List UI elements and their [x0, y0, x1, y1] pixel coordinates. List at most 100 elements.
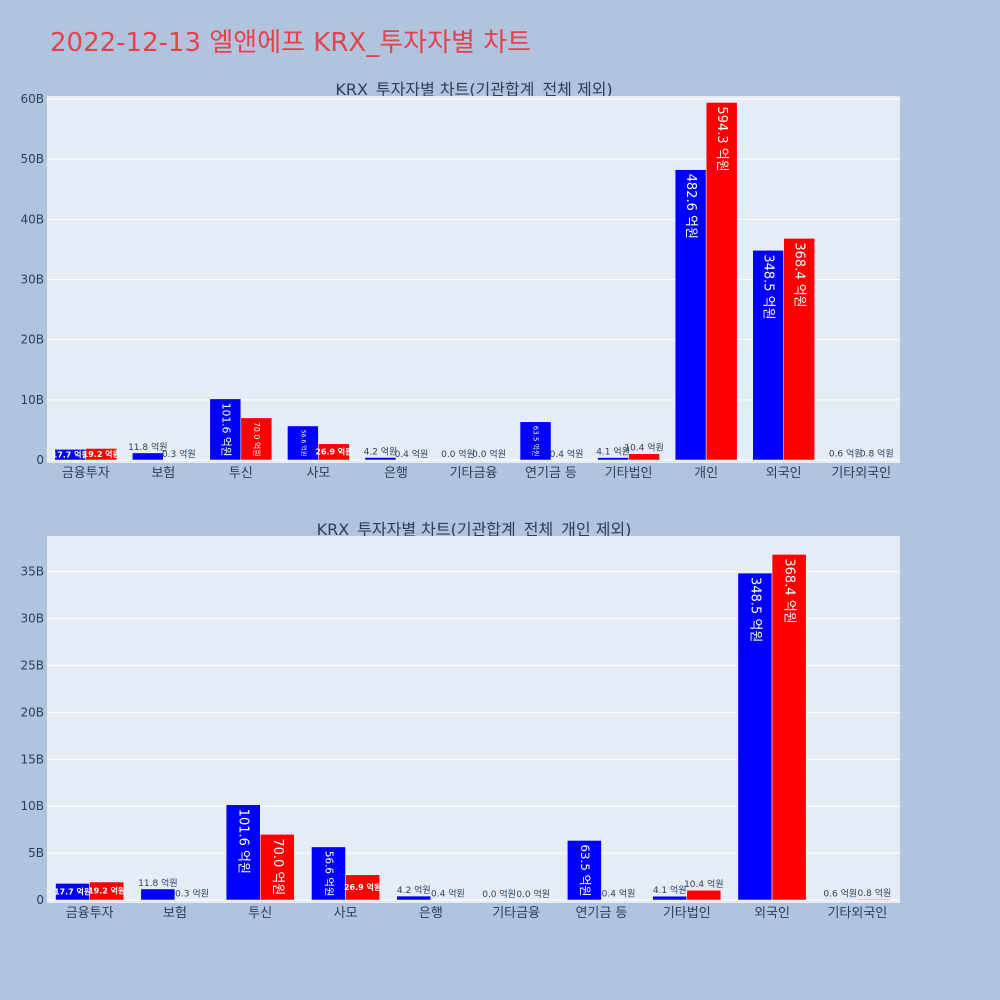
y-tick-label: 0 [36, 893, 44, 907]
data-label: 368.4 억원 [792, 242, 807, 307]
y-tick-label: 10B [20, 393, 44, 407]
y-tick-label: 40B [20, 212, 44, 226]
x-tick-label: 사모 [334, 906, 358, 921]
data-label: 0.4 억원 [431, 888, 465, 900]
bar [705, 102, 738, 461]
y-tick-label: 0 [36, 453, 44, 467]
data-label: 63.5 억원 [532, 426, 541, 457]
x-tick-label: 금융투자 [62, 466, 110, 481]
data-label: 17.7 억원 [52, 449, 89, 459]
x-tick-label: 보험 [151, 466, 175, 481]
x-tick-label: 기타외국인 [827, 906, 887, 921]
data-label: 0.0 억원 [441, 448, 475, 460]
y-tick-label: 20B [20, 333, 44, 347]
y-tick-label: 5B [28, 846, 44, 860]
y-tick-label: 35B [20, 565, 44, 579]
data-label: 0.3 억원 [162, 448, 196, 460]
data-label: 19.2 억원 [83, 449, 120, 459]
data-label: 19.2 억원 [88, 886, 125, 896]
data-label: 17.7 억원 [54, 886, 91, 896]
bar [752, 250, 784, 461]
page-title: 2022-12-13 엘앤에프 KRX_투자자별 차트 [50, 28, 532, 58]
data-label: 0.6 억원 [829, 448, 863, 460]
data-label: 0.8 억원 [858, 887, 892, 899]
bar [209, 398, 242, 461]
y-tick-label: 25B [20, 658, 44, 672]
data-label: 10.4 억원 [624, 442, 663, 454]
x-tick-label: 기타금융 [450, 466, 498, 481]
data-label: 10.4 억원 [684, 878, 723, 890]
x-tick-label: 기타외국인 [831, 466, 891, 481]
data-label: 0.0 억원 [516, 888, 550, 900]
data-label: 70.0 억원 [252, 422, 262, 457]
data-label: 482.6 억원 [683, 174, 698, 239]
x-tick-label: 외국인 [766, 466, 802, 481]
bar [771, 554, 807, 901]
data-label: 4.2 억원 [397, 884, 431, 896]
x-tick-label: 투신 [229, 466, 253, 481]
bar [311, 846, 346, 901]
data-label: 56.6 억원 [322, 851, 334, 897]
x-tick-label: 기타법인 [663, 906, 711, 921]
x-tick-label: 개인 [694, 466, 718, 481]
bar [318, 443, 350, 461]
chart-panel-2: KRX_투자자별 차트(기관합계_전체_개인 제외) 0 5B 10B 15B 20B 2… [20, 520, 900, 921]
data-label: 368.4 억원 [782, 558, 797, 623]
data-label: 4.2 억원 [364, 445, 398, 457]
data-label: 0.4 억원 [395, 448, 429, 460]
x-tick-label: 외국인 [754, 906, 790, 921]
bar [597, 457, 629, 461]
data-label: 26.9 억원 [344, 882, 381, 892]
bar [396, 895, 432, 901]
x-tick-label: 연기금 등 [575, 906, 627, 921]
x-tick-label: 은행 [419, 905, 443, 921]
data-label: 0.0 억원 [482, 888, 516, 900]
y-tick-label: 20B [20, 705, 44, 719]
data-label: 0.3 억원 [175, 888, 209, 900]
bar [674, 169, 707, 461]
bar [260, 834, 295, 901]
data-label: 0.4 억원 [550, 448, 584, 460]
data-label: 0.0 억원 [472, 448, 506, 460]
bar [240, 417, 273, 461]
x-tick-label: 기타법인 [605, 466, 653, 481]
y-tick-label: 15B [20, 752, 44, 766]
data-label: 101.6 억원 [236, 809, 251, 874]
bar [686, 889, 722, 901]
chart-2-title: KRX_투자자별 차트(기관합계_전체_개인 제외) [317, 520, 632, 540]
data-label: 101.6 억원 [219, 403, 232, 457]
bar [519, 421, 552, 461]
bar [287, 425, 319, 461]
bar [364, 457, 397, 461]
y-tick-label: 60B [20, 92, 44, 106]
data-label: 11.8 억원 [138, 877, 177, 889]
x-tick-label: 보험 [163, 906, 187, 921]
y-tick-label: 10B [20, 799, 44, 813]
bar [652, 895, 688, 901]
bar [89, 881, 125, 901]
data-label: 63.5 억원 [578, 844, 592, 896]
y-tick-label: 50B [20, 152, 44, 166]
bar [225, 804, 261, 901]
data-label: 348.5 억원 [747, 577, 762, 642]
bar [567, 840, 602, 901]
x-tick-label: 기타금융 [492, 906, 540, 921]
chart-1-title: KRX_투자자별 차트(기관합계_전체 제외) [335, 80, 612, 100]
bar [140, 888, 176, 901]
x-tick-label: 사모 [306, 466, 330, 481]
data-label: 348.5 억원 [761, 254, 776, 319]
data-label: 70.0 억원 [270, 838, 285, 895]
x-tick-label: 은행 [384, 465, 408, 481]
data-label: 4.1 억원 [653, 884, 687, 896]
x-tick-label: 연기금 등 [525, 466, 577, 481]
y-tick-label: 30B [20, 273, 44, 287]
bar [822, 899, 858, 901]
data-label: 11.8 억원 [128, 441, 167, 453]
data-label: 594.3 억원 [714, 106, 729, 171]
data-label: 56.6 억원 [299, 430, 307, 456]
data-label: 26.9 억원 [315, 447, 352, 457]
bar [857, 898, 892, 901]
